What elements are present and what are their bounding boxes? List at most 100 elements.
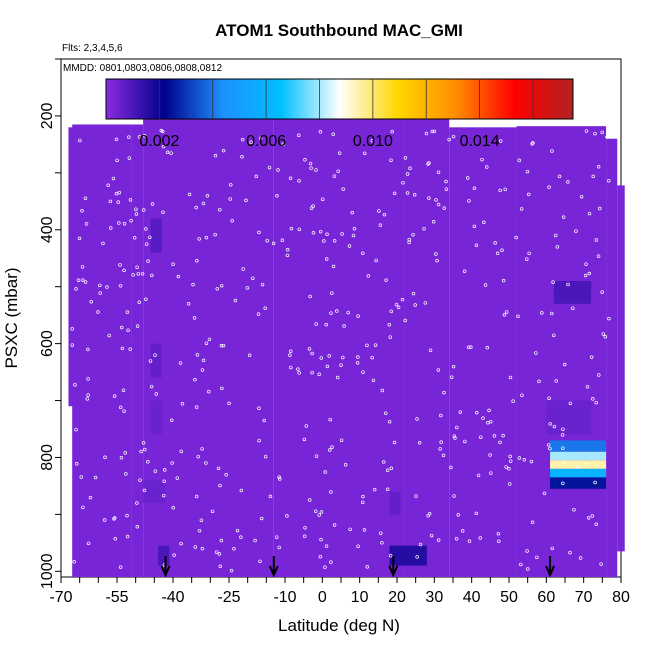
observation-marker bbox=[116, 200, 120, 204]
observation-marker bbox=[141, 208, 146, 212]
observation-marker bbox=[285, 247, 290, 252]
observation-marker bbox=[561, 427, 565, 431]
observation-marker bbox=[540, 311, 544, 315]
observation-marker bbox=[442, 206, 446, 210]
observation-marker bbox=[118, 565, 123, 569]
x-tick-label: -55 bbox=[105, 589, 128, 606]
observation-marker bbox=[124, 472, 128, 476]
observation-marker bbox=[351, 233, 356, 238]
observation-marker bbox=[520, 393, 524, 397]
observation-marker bbox=[263, 454, 268, 459]
observation-marker bbox=[380, 540, 384, 545]
observation-marker bbox=[241, 267, 245, 271]
observation-marker bbox=[221, 148, 226, 153]
observation-marker bbox=[297, 227, 301, 232]
observation-marker bbox=[566, 282, 570, 287]
observation-marker bbox=[199, 518, 204, 522]
observation-marker bbox=[81, 505, 85, 510]
observation-marker bbox=[578, 556, 583, 560]
observation-marker bbox=[361, 494, 365, 499]
observation-marker bbox=[161, 210, 165, 215]
observation-marker bbox=[171, 505, 175, 510]
arrow-head bbox=[160, 565, 171, 578]
observation-marker bbox=[496, 531, 501, 536]
heatmap-cell bbox=[158, 545, 170, 566]
observation-marker bbox=[328, 417, 332, 422]
observation-marker bbox=[81, 278, 85, 282]
observation-marker bbox=[204, 461, 208, 465]
observation-marker bbox=[366, 274, 371, 278]
observation-marker bbox=[325, 364, 330, 369]
observation-marker bbox=[550, 149, 554, 153]
observation-marker bbox=[591, 174, 595, 179]
observation-marker bbox=[411, 291, 416, 296]
observation-marker bbox=[501, 433, 505, 438]
observation-marker bbox=[303, 158, 307, 162]
observation-marker bbox=[200, 546, 205, 551]
heatmap-cell bbox=[389, 491, 401, 515]
observation-marker bbox=[337, 151, 342, 155]
observation-marker bbox=[118, 405, 123, 410]
observation-marker bbox=[122, 409, 126, 413]
observation-marker bbox=[555, 245, 560, 249]
observation-marker bbox=[492, 434, 497, 438]
observation-marker bbox=[259, 516, 264, 521]
y-tick-label: 200 bbox=[39, 102, 56, 129]
observation-marker bbox=[597, 373, 601, 377]
observation-marker bbox=[501, 278, 506, 283]
observation-marker bbox=[314, 509, 318, 514]
x-tick-label: 10 bbox=[351, 589, 369, 606]
observation-marker bbox=[169, 151, 173, 155]
observation-marker bbox=[162, 468, 167, 472]
observation-marker bbox=[302, 437, 307, 442]
observation-marker bbox=[257, 438, 261, 443]
observation-marker bbox=[589, 355, 594, 359]
observation-marker bbox=[101, 241, 105, 246]
observation-marker bbox=[551, 280, 555, 284]
coverage-column bbox=[606, 138, 618, 577]
observation-marker bbox=[115, 158, 119, 163]
observation-marker bbox=[113, 537, 118, 541]
observation-marker bbox=[165, 150, 170, 154]
observation-marker bbox=[519, 207, 524, 211]
observation-marker bbox=[229, 182, 233, 187]
observation-marker bbox=[200, 368, 205, 372]
observation-marker bbox=[380, 388, 385, 393]
observation-marker bbox=[324, 257, 329, 261]
observation-marker bbox=[224, 473, 228, 477]
observation-marker bbox=[324, 322, 328, 327]
observation-marker bbox=[193, 377, 197, 382]
observation-marker bbox=[86, 347, 90, 352]
observation-marker bbox=[392, 440, 397, 445]
observation-marker bbox=[310, 351, 314, 356]
observation-marker bbox=[319, 510, 324, 514]
observation-marker bbox=[525, 549, 529, 553]
heatmap-cell bbox=[143, 480, 166, 503]
observation-marker bbox=[485, 165, 489, 169]
observation-marker bbox=[319, 537, 323, 542]
coverage-column bbox=[617, 185, 625, 552]
observation-marker bbox=[331, 264, 336, 269]
observation-marker bbox=[561, 481, 565, 486]
x-tick-label: 70 bbox=[575, 589, 593, 606]
observation-marker bbox=[598, 206, 602, 211]
observation-marker bbox=[455, 425, 459, 430]
observation-marker bbox=[196, 454, 200, 459]
observation-marker bbox=[249, 140, 253, 145]
observation-marker bbox=[460, 529, 465, 533]
observation-marker bbox=[161, 144, 166, 149]
observation-marker bbox=[180, 402, 185, 406]
observation-marker bbox=[335, 375, 340, 380]
observation-marker bbox=[253, 538, 257, 543]
observation-marker bbox=[204, 341, 209, 345]
observation-marker bbox=[474, 511, 479, 516]
observation-marker bbox=[150, 273, 154, 278]
observation-marker bbox=[436, 202, 441, 207]
observation-marker bbox=[489, 419, 493, 424]
observation-marker bbox=[187, 192, 192, 197]
observation-marker bbox=[153, 353, 157, 357]
observation-marker bbox=[498, 440, 502, 445]
observation-marker bbox=[304, 424, 309, 428]
observation-marker bbox=[339, 438, 344, 442]
